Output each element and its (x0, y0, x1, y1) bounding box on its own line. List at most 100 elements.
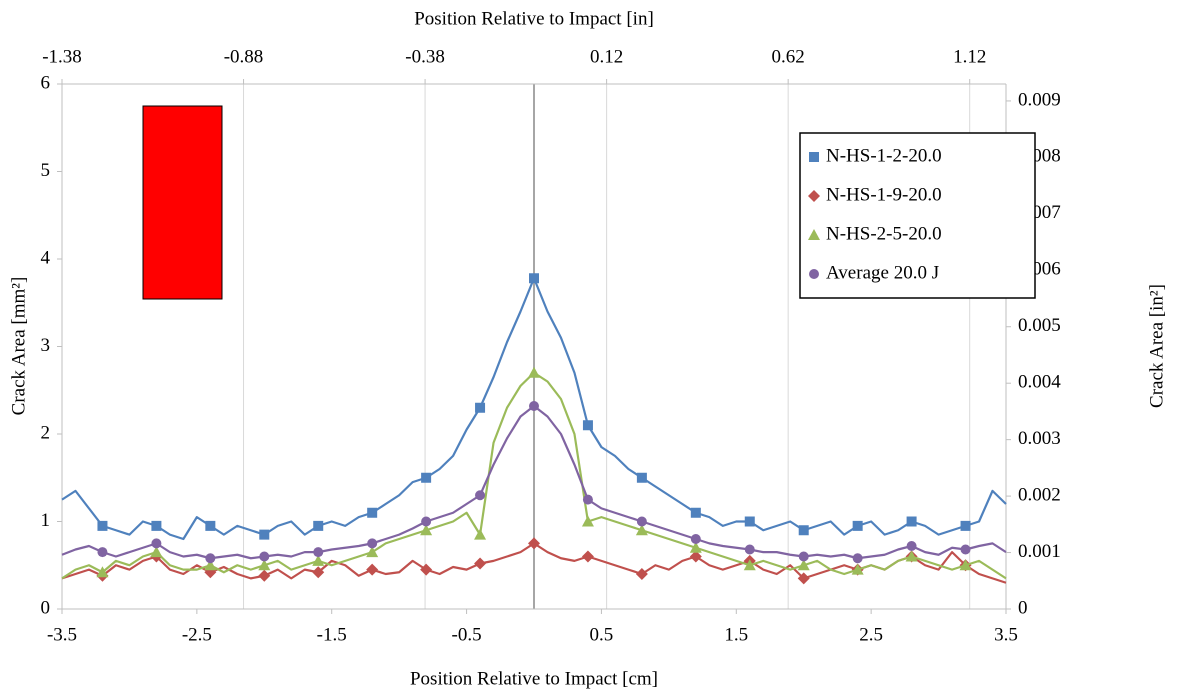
marker (312, 554, 325, 566)
x2-tick-label: 0.12 (590, 46, 623, 67)
marker (420, 563, 433, 576)
marker (205, 520, 216, 531)
marker (744, 544, 755, 555)
y2-tick-label: 0.004 (1018, 372, 1061, 393)
marker (420, 524, 433, 536)
marker (313, 547, 324, 558)
marker (205, 553, 216, 564)
x-tick-label: 2.5 (859, 624, 883, 645)
marker (582, 494, 593, 505)
marker (906, 516, 917, 527)
marker (744, 516, 755, 527)
marker (97, 520, 108, 531)
marker (798, 551, 809, 562)
marker (367, 538, 378, 549)
marker (960, 544, 971, 555)
marker (797, 572, 810, 585)
marker (421, 516, 432, 527)
marker (809, 152, 819, 162)
marker (689, 541, 702, 553)
marker (690, 507, 701, 518)
marker (96, 566, 109, 578)
marker (313, 520, 324, 531)
marker (808, 229, 820, 240)
x2-tick-label: -1.38 (42, 46, 82, 67)
y2-tick-label: 0 (1018, 597, 1028, 618)
marker (960, 520, 971, 531)
marker (151, 520, 162, 531)
marker (366, 546, 379, 558)
legend-label: N-HS-1-9-20.0 (826, 184, 942, 205)
y-axis-label: Crack Area [mm²] (8, 277, 29, 416)
marker (259, 551, 270, 562)
marker (474, 528, 487, 540)
marker (581, 515, 594, 527)
x2-tick-label: -0.38 (405, 46, 445, 67)
y2-axis-label: Crack Area [in²] (1146, 284, 1167, 408)
specimen-inset (142, 105, 223, 300)
marker (259, 529, 270, 540)
marker (581, 550, 594, 563)
x-tick-label: -2.5 (182, 624, 212, 645)
y-tick-label: 1 (41, 510, 51, 531)
y-tick-label: 2 (41, 422, 51, 443)
marker (582, 420, 593, 431)
y-tick-label: 0 (41, 597, 51, 618)
marker (475, 490, 486, 501)
marker (852, 553, 863, 564)
x2-tick-label: 0.62 (772, 46, 805, 67)
legend-label: N-HS-2-5-20.0 (826, 223, 942, 244)
x-tick-label: -0.5 (452, 624, 482, 645)
marker (150, 546, 163, 558)
legend-box (799, 132, 1036, 299)
y-tick-label: 3 (41, 335, 51, 356)
marker (852, 520, 863, 531)
y-tick-label: 6 (41, 72, 51, 93)
marker (312, 566, 325, 579)
marker (529, 401, 539, 411)
y-tick-label: 5 (41, 160, 51, 181)
marker (635, 524, 648, 536)
marker (851, 563, 864, 575)
marker (528, 366, 540, 378)
marker (258, 569, 271, 582)
marker (367, 507, 378, 518)
y2-tick-label: 0.005 (1018, 315, 1061, 336)
marker (797, 559, 810, 571)
x2-axis-label: Position Relative to Impact [in] (414, 8, 654, 29)
legend-label: N-HS-1-2-20.0 (826, 145, 942, 166)
y2-tick-label: 0.003 (1018, 428, 1061, 449)
marker (204, 559, 217, 571)
x-tick-label: 0.5 (590, 624, 614, 645)
x2-tick-label: 1.12 (953, 46, 986, 67)
x2-tick-label: -0.88 (224, 46, 264, 67)
marker (809, 269, 819, 279)
y2-tick-label: 0.002 (1018, 484, 1061, 505)
marker (959, 559, 972, 571)
marker (905, 550, 918, 562)
x-axis-label: Position Relative to Impact [cm] (410, 668, 658, 689)
marker (689, 550, 702, 563)
marker (636, 472, 647, 483)
marker (366, 563, 379, 576)
marker (258, 559, 271, 571)
x-tick-label: -3.5 (47, 624, 77, 645)
marker (808, 190, 820, 202)
x-tick-label: -1.5 (317, 624, 347, 645)
marker (421, 472, 432, 483)
marker (743, 559, 756, 571)
marker (475, 402, 486, 413)
x-tick-label: 1.5 (724, 624, 748, 645)
marker (528, 537, 540, 550)
marker (906, 541, 917, 551)
marker (635, 568, 648, 580)
x-tick-label: 3.5 (994, 624, 1018, 645)
y2-tick-label: 0.001 (1018, 541, 1061, 562)
y2-tick-label: 0.009 (1018, 89, 1061, 110)
marker (690, 534, 701, 544)
marker (474, 557, 487, 570)
marker (798, 525, 809, 536)
y-tick-label: 4 (41, 247, 51, 268)
marker (97, 547, 108, 558)
